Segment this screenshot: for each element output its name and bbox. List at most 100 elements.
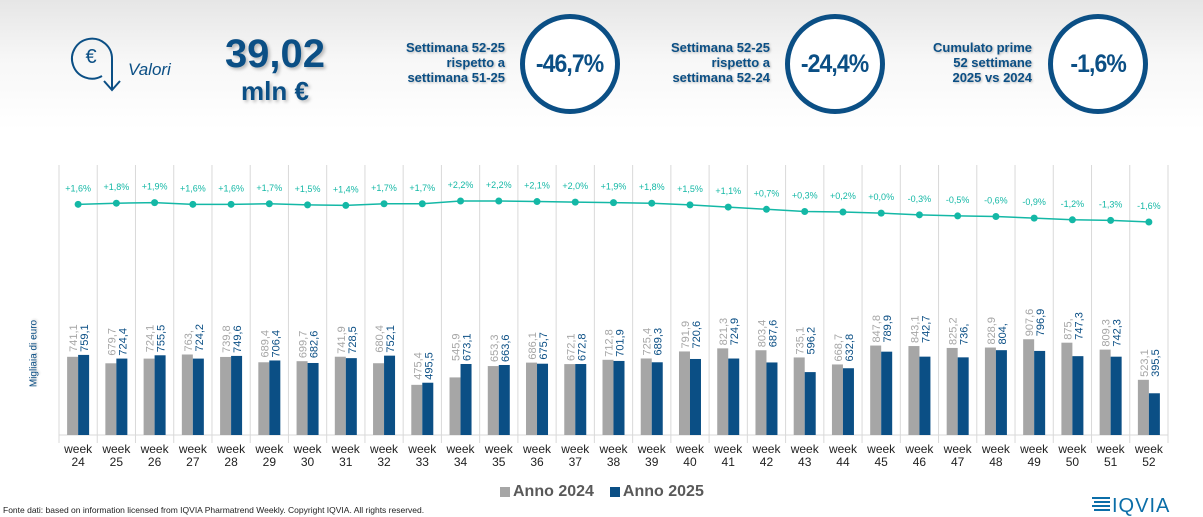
- x-tick-label-line2: 40: [683, 455, 697, 469]
- cumulative-label: +1,7%: [256, 183, 282, 193]
- cumulative-point: [418, 200, 426, 208]
- cumulative-point: [877, 209, 885, 217]
- bar-2024: [870, 345, 882, 435]
- x-tick-label-line1: week: [331, 442, 361, 456]
- bar-label-2025: 682,6: [309, 331, 321, 359]
- x-tick-label-line1: week: [293, 442, 323, 456]
- cumulative-label: +1,5%: [677, 184, 703, 194]
- x-tick-label-line1: week: [446, 442, 476, 456]
- cumulative-label: +0,3%: [792, 191, 818, 201]
- bar-2025: [460, 363, 472, 435]
- x-tick-label-line2: 44: [836, 455, 850, 469]
- x-tick-label-line2: 28: [224, 455, 238, 469]
- kpi-1-line-2: rispetto a: [446, 55, 505, 70]
- bar-2024: [717, 348, 729, 435]
- bar-label-2025: 752,1: [385, 325, 397, 353]
- bar-2025: [231, 355, 243, 435]
- x-tick-label-line2: 24: [71, 455, 85, 469]
- bar-label-2024: 821,3: [718, 318, 730, 346]
- bar-label-2025: 596,2: [806, 327, 818, 355]
- bar-label-2024: 699,7: [298, 331, 310, 359]
- x-tick-label-line2: 51: [1104, 455, 1118, 469]
- x-tick-label-line1: week: [828, 442, 858, 456]
- bar-label-2025: 742,7: [920, 316, 932, 344]
- bar-2025: [651, 362, 663, 435]
- source-footer: Fonte dati: based on information license…: [3, 505, 425, 515]
- cumulative-label: -1,6%: [1137, 201, 1161, 211]
- logo-text: IQVIA: [1112, 495, 1170, 517]
- bar-2025: [192, 358, 204, 435]
- cumulative-point: [571, 198, 579, 206]
- cumulative-point: [457, 197, 465, 205]
- bar-2025: [689, 358, 701, 435]
- legend-label-2024: Anno 2024: [513, 483, 594, 500]
- bar-2024: [755, 350, 767, 435]
- x-tick-label-line1: week: [101, 442, 131, 456]
- bar-label-2025: 632,8: [844, 334, 856, 362]
- bar-2025: [804, 372, 816, 435]
- legend-label-2025: Anno 2025: [622, 483, 704, 500]
- kpi-2-value: -24,4%: [801, 49, 869, 78]
- bar-label-2024: 712,8: [604, 329, 616, 357]
- kpi-2-line-3: settimana 52-24: [672, 70, 770, 85]
- bar-label-2025: 747,3: [1073, 312, 1085, 340]
- kpi-3-description: Cumulato prime 52 settimane 2025 vs 2024: [910, 40, 1032, 85]
- x-tick-label-line1: week: [1096, 442, 1126, 456]
- x-tick-label-line2: 47: [951, 455, 965, 469]
- x-tick-label-line1: week: [866, 442, 896, 456]
- kpi-2-circle: -24,4%: [785, 14, 885, 114]
- bar-2024: [526, 362, 538, 435]
- bar-label-2025: 759,1: [79, 324, 91, 352]
- x-tick-label-line2: 38: [607, 455, 621, 469]
- bar-label-2025: 673,1: [462, 333, 474, 361]
- bar-2025: [995, 350, 1007, 435]
- bar-2024: [984, 347, 996, 435]
- cumulative-point: [189, 200, 197, 208]
- cumulative-label: -1,2%: [1061, 199, 1085, 209]
- kpi-3-line-3: 2025 vs 2024: [952, 70, 1032, 85]
- kpi-1-value: -46,7%: [536, 49, 604, 78]
- bar-2024: [449, 377, 461, 435]
- bar-2024: [831, 364, 843, 435]
- x-tick-label-line1: week: [637, 442, 667, 456]
- x-tick-label-line2: 43: [798, 455, 812, 469]
- x-tick-label-line1: week: [981, 442, 1011, 456]
- bar-label-2024: 475,4: [412, 352, 424, 380]
- cumulative-point: [342, 201, 350, 209]
- cumulative-point: [915, 211, 923, 219]
- euro-down-arrow-icon: €: [71, 37, 121, 92]
- bar-label-2025: 689,3: [653, 328, 665, 356]
- cumulative-point: [151, 199, 159, 207]
- bar-label-2024: 686,1: [527, 332, 539, 360]
- cumulative-label: +1,7%: [371, 183, 397, 193]
- legend-item-2024: Anno 2024: [500, 483, 594, 501]
- cumulative-label: +2,2%: [448, 180, 474, 190]
- bar-2024: [487, 366, 499, 435]
- x-tick-label-line2: 26: [148, 455, 162, 469]
- svg-text:€: €: [85, 46, 96, 68]
- bar-label-2024: 679,7: [106, 328, 118, 356]
- bar-2025: [345, 358, 357, 435]
- bar-label-2024: 825,2: [948, 317, 960, 345]
- x-tick-label-line2: 36: [530, 455, 544, 469]
- cumulative-point: [610, 199, 617, 207]
- legend-swatch-2024: [500, 487, 510, 497]
- bar-label-2024: 653,3: [489, 334, 501, 362]
- cumulative-label: +2,0%: [562, 181, 588, 191]
- bar-label-2025: 755,5: [156, 325, 168, 353]
- cumulative-label: -0,3%: [908, 194, 932, 204]
- x-tick-label-line2: 45: [875, 455, 889, 469]
- bar-2024: [373, 363, 385, 435]
- y-axis-label: Migliaia di euro: [28, 319, 40, 388]
- bar-2024: [1137, 379, 1149, 435]
- bar-2025: [613, 360, 625, 435]
- bar-label-2025: 724,2: [194, 324, 206, 352]
- bar-label-2024: 725,4: [642, 328, 654, 356]
- cumulative-label: +0,2%: [830, 191, 856, 201]
- x-tick-label-line1: week: [63, 442, 93, 456]
- kpi-1-line-1: Settimana 52-25: [406, 40, 505, 55]
- bar-label-2025: 724,4: [117, 328, 129, 356]
- kpi-1-description: Settimana 52-25 rispetto a settimana 51-…: [380, 40, 505, 85]
- cumulative-label: +0,0%: [868, 192, 894, 202]
- cumulative-point: [762, 205, 770, 213]
